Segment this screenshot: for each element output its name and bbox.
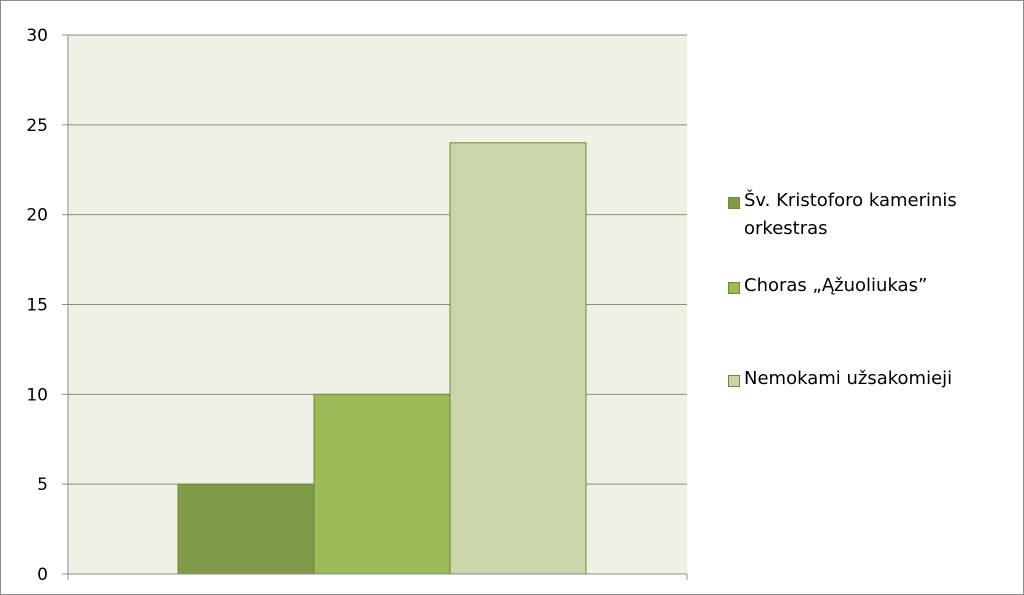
legend-swatch-choras [728, 282, 740, 294]
legend-label-choras: Choras „Ąžuoliukas” [744, 275, 928, 296]
y-tick-labels: 0 5 10 15 20 25 30 [26, 26, 48, 585]
y-tick-label-5: 5 [37, 475, 48, 495]
legend-label-orkestras: Šv. Kristoforo kamerinis orkestras [744, 190, 957, 239]
y-tick-label-25: 25 [26, 116, 48, 136]
legend-swatch-nemokami [728, 375, 740, 387]
legend-swatch-orkestras [728, 197, 740, 209]
y-tick-label-10: 10 [26, 385, 48, 405]
bar-series-2 [449, 142, 587, 575]
legend-label-nemokami: Nemokami užsakomieji [744, 368, 953, 389]
legend-item-nemokami: Nemokami užsakomieji [728, 368, 1014, 393]
axes [67, 35, 688, 580]
y-tick-label-15: 15 [26, 296, 48, 316]
y-tick-label-0: 0 [37, 565, 48, 585]
legend-item-orkestras: Šv. Kristoforo kamerinis orkestras [728, 190, 1014, 243]
bar-series-0 [177, 483, 315, 575]
bars [177, 142, 587, 575]
y-tick-label-20: 20 [26, 206, 48, 226]
bar-series-1 [313, 393, 451, 575]
y-tick-label-30: 30 [26, 26, 48, 46]
legend-item-choras: Choras „Ąžuoliukas” [728, 275, 1014, 300]
